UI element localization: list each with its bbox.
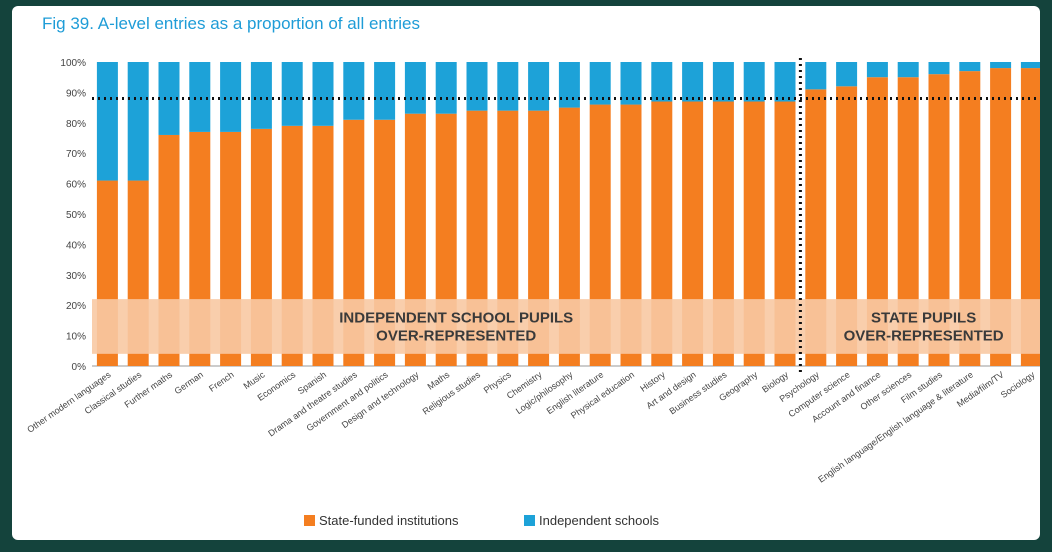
x-tick-label: Music: [242, 369, 267, 391]
bar-state: [836, 86, 858, 366]
bar-independent: [281, 62, 303, 126]
bar-independent: [836, 62, 858, 87]
bar-independent: [866, 62, 888, 78]
x-tick-label: Sociology: [999, 369, 1037, 400]
y-tick-label: 30%: [66, 271, 86, 282]
legend-independent-label: Independent schools: [539, 513, 659, 528]
y-tick-label: 50%: [66, 210, 86, 221]
bar-state: [1020, 68, 1040, 366]
chart-title: Fig 39. A-level entries as a proportion …: [42, 14, 420, 33]
bar-independent: [312, 62, 334, 126]
x-tick-label: Religious studies: [421, 369, 483, 417]
y-tick-label: 60%: [66, 180, 86, 191]
y-tick-label: 80%: [66, 119, 86, 130]
bar-independent: [805, 62, 827, 90]
x-tick-label: German: [173, 369, 205, 396]
y-tick-label: 10%: [66, 332, 86, 343]
legend-state-swatch: [304, 515, 315, 526]
bar-independent: [528, 62, 550, 111]
bar-independent: [435, 62, 457, 114]
bar-independent: [990, 62, 1012, 69]
bar-independent: [959, 62, 981, 72]
chart-panel: Fig 39. A-level entries as a proportion …: [12, 6, 1040, 540]
bar-state: [805, 89, 827, 367]
bar-independent: [651, 62, 673, 102]
bar-independent: [774, 62, 796, 102]
y-tick-label: 90%: [66, 88, 86, 99]
legend-state: State-funded institutions: [304, 513, 458, 528]
bar-independent: [96, 62, 118, 181]
bar-independent: [374, 62, 396, 120]
bar-independent: [897, 62, 919, 78]
legend-state-label: State-funded institutions: [319, 513, 459, 528]
bar-independent: [743, 62, 765, 102]
bar-independent: [343, 62, 365, 120]
bar-state: [959, 71, 981, 367]
bar-independent: [589, 62, 611, 105]
bar-state: [866, 77, 888, 366]
y-tick-label: 20%: [66, 301, 86, 312]
bar-independent: [158, 62, 180, 135]
y-tick-label: 40%: [66, 240, 86, 251]
bar-independent: [404, 62, 426, 114]
y-tick-label: 0%: [72, 362, 87, 373]
bar-independent: [712, 62, 734, 102]
annotation-left-line2: OVER-REPRESENTED: [376, 328, 536, 345]
annotation-left-line1: INDEPENDENT SCHOOL PUPILS: [339, 309, 573, 326]
bar-state: [990, 68, 1012, 366]
bar-independent: [189, 62, 211, 132]
bar-independent: [1020, 62, 1040, 69]
bar-independent: [928, 62, 950, 75]
bar-independent: [497, 62, 519, 111]
y-tick-label: 100%: [60, 58, 86, 69]
bar-state: [928, 74, 950, 366]
annotation-band: [92, 299, 1040, 354]
bar-independent: [620, 62, 642, 105]
legend-independent-swatch: [524, 515, 535, 526]
stacked-bar-chart: 0%10%20%30%40%50%60%70%80%90%100%Other m…: [25, 58, 1040, 485]
bar-independent: [220, 62, 242, 132]
bar-independent: [127, 62, 149, 181]
bar-independent: [558, 62, 580, 108]
bar-state: [897, 77, 919, 366]
annotation-right-line1: STATE PUPILS: [871, 309, 976, 326]
legend-independent: Independent schools: [524, 513, 659, 528]
bar-independent: [682, 62, 704, 102]
bar-independent: [250, 62, 272, 129]
bar-independent: [466, 62, 488, 111]
y-tick-label: 70%: [66, 149, 86, 160]
annotation-right-line2: OVER-REPRESENTED: [844, 328, 1004, 345]
x-tick-label: French: [207, 369, 236, 393]
